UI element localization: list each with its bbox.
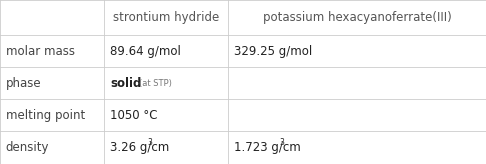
- Text: solid: solid: [110, 77, 142, 90]
- Text: (at STP): (at STP): [139, 79, 172, 88]
- Text: 1.723 g/cm: 1.723 g/cm: [234, 141, 301, 154]
- Text: 3.26 g/cm: 3.26 g/cm: [110, 141, 170, 154]
- Text: potassium hexacyanoferrate(III): potassium hexacyanoferrate(III): [263, 11, 451, 24]
- Text: 1050 °C: 1050 °C: [110, 109, 158, 122]
- Text: density: density: [6, 141, 50, 154]
- Text: 3: 3: [279, 138, 284, 147]
- Text: molar mass: molar mass: [6, 45, 75, 58]
- Text: 3: 3: [148, 138, 153, 147]
- Text: strontium hydride: strontium hydride: [113, 11, 220, 24]
- Text: phase: phase: [6, 77, 41, 90]
- Text: melting point: melting point: [6, 109, 85, 122]
- Text: 89.64 g/mol: 89.64 g/mol: [110, 45, 181, 58]
- Text: 329.25 g/mol: 329.25 g/mol: [234, 45, 312, 58]
